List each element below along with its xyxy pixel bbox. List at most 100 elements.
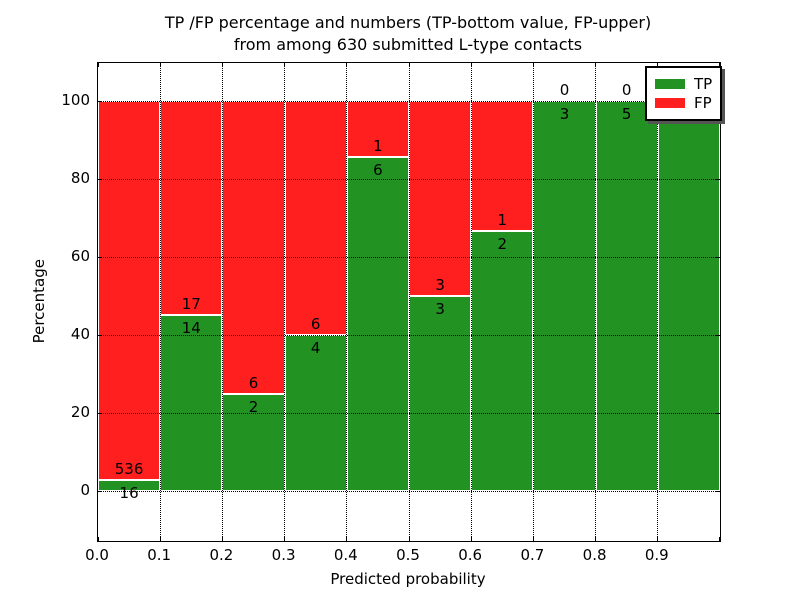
- x-tick-mark: [98, 63, 99, 67]
- y-tick-label: 20: [70, 403, 90, 421]
- gridline-h: [98, 179, 720, 180]
- gridline-v: [346, 63, 348, 541]
- x-tick-label: 0.5: [396, 546, 420, 564]
- y-tick-label: 80: [70, 169, 90, 187]
- bar-segment-tp: [346, 156, 409, 491]
- y-tick-mark: [716, 412, 720, 414]
- gridline-v: [595, 63, 597, 541]
- bar-segment-tp: [471, 231, 534, 491]
- legend-swatch-tp: [655, 79, 685, 89]
- y-axis-label: Percentage: [28, 62, 50, 540]
- x-axis-label: Predicted probability: [330, 570, 486, 588]
- y-tick-mark: [716, 256, 720, 258]
- x-tick-mark: [408, 63, 410, 67]
- y-tick-mark: [98, 334, 102, 336]
- bar-count-label-tp: 16: [119, 483, 139, 502]
- x-tick-label: 0.3: [271, 546, 296, 564]
- y-tick-label: 100: [61, 91, 90, 109]
- gridline-h: [98, 413, 720, 414]
- x-tick-mark: [657, 537, 659, 541]
- legend-row-tp: TP: [655, 76, 712, 92]
- y-tick-mark: [716, 334, 720, 336]
- y-tick-mark: [98, 178, 102, 180]
- y-axis-label-text: Percentage: [30, 258, 48, 344]
- y-tick-label: 0: [80, 481, 90, 499]
- bar-count-label-fp: 536: [114, 459, 144, 478]
- bar-count-label-fp: 3: [435, 276, 445, 294]
- y-tick-label: 60: [70, 247, 90, 265]
- y-tick-mark: [716, 490, 720, 492]
- x-tick-label: 0.8: [582, 546, 607, 564]
- legend-swatch-fp: [655, 98, 685, 108]
- bar-count-label-tp: 3: [435, 300, 445, 318]
- x-tick-mark: [595, 63, 597, 67]
- bar-count-label-fp: 17: [181, 294, 201, 313]
- x-tick-mark: [470, 537, 472, 541]
- bar-count-label-fp: 1: [373, 136, 383, 155]
- gridline-v: [221, 63, 223, 541]
- gridline-h: [98, 335, 720, 336]
- x-tick-mark: [159, 63, 161, 67]
- legend-label-tp: TP: [694, 75, 713, 93]
- bar-count-label-tp: 2: [248, 397, 259, 416]
- gridline-h: [98, 101, 720, 102]
- x-tick-mark: [346, 537, 348, 541]
- y-tick-mark: [98, 100, 102, 102]
- plot-area: 5361617146264163312030505: [97, 62, 721, 542]
- gridline-v: [159, 63, 161, 541]
- x-tick-mark: [284, 537, 286, 541]
- bar-segment-fp: [409, 101, 472, 296]
- y-tick-mark: [716, 178, 720, 180]
- x-tick-mark: [221, 63, 223, 67]
- bar-count-label-fp: 6: [248, 373, 259, 392]
- legend: TP FP: [645, 66, 723, 121]
- x-tick-label: 0.2: [209, 546, 234, 564]
- x-tick-label: 0.7: [520, 546, 545, 564]
- x-tick-mark: [595, 537, 597, 541]
- x-tick-label: 0.6: [458, 546, 483, 564]
- x-tick-mark: [284, 63, 286, 67]
- gridline-h: [98, 257, 720, 258]
- bar-segment-tp: [533, 101, 596, 491]
- x-tick-mark: [98, 537, 99, 541]
- gridline-v: [408, 63, 410, 541]
- bar-count-label-tp: 4: [310, 339, 321, 357]
- gridline-v: [284, 63, 286, 541]
- gridline-v: [657, 63, 659, 541]
- y-tick-mark: [98, 256, 102, 258]
- legend-label-fp: FP: [694, 94, 712, 112]
- y-tick-mark: [98, 490, 102, 492]
- bar-segment-fp: [160, 101, 223, 315]
- bar-segment-tp: [160, 314, 223, 491]
- bar-count-label-fp: 0: [559, 81, 570, 99]
- bar-segment-fp: [284, 101, 347, 335]
- x-tick-mark: [657, 63, 659, 67]
- bar-count-label-tp: 3: [559, 105, 570, 123]
- x-tick-mark: [532, 537, 534, 541]
- bar-segment-tp: [657, 101, 720, 491]
- x-tick-mark: [408, 537, 410, 541]
- x-tick-mark: [346, 63, 348, 67]
- chart-title-line2: from among 630 submitted L-type contacts: [233, 35, 583, 54]
- bar-segment-fp: [98, 101, 161, 480]
- gridline-v: [532, 63, 534, 541]
- y-tick-label: 40: [70, 325, 90, 343]
- x-tick-mark: [532, 63, 534, 67]
- x-tick-label: 0.4: [333, 546, 358, 564]
- bar-count-label-tp: 14: [181, 318, 201, 337]
- x-tick-label: 0.0: [85, 546, 109, 564]
- legend-row-fp: FP: [655, 95, 712, 111]
- x-tick-label: 0.1: [147, 546, 172, 564]
- bar-count-label-fp: 1: [497, 211, 508, 229]
- x-tick-mark: [221, 537, 223, 541]
- bar-count-label-fp: 6: [310, 315, 321, 333]
- y-tick-mark: [98, 412, 102, 414]
- x-tick-mark: [719, 63, 720, 67]
- bar-segment-tp: [409, 296, 472, 491]
- bar-count-label-fp: 0: [621, 81, 632, 99]
- chart-title: TP /FP percentage and numbers (TP-bottom…: [97, 12, 719, 56]
- gridline-h: [98, 491, 720, 492]
- bar-count-label-tp: 5: [621, 105, 632, 123]
- x-tick-mark: [719, 537, 720, 541]
